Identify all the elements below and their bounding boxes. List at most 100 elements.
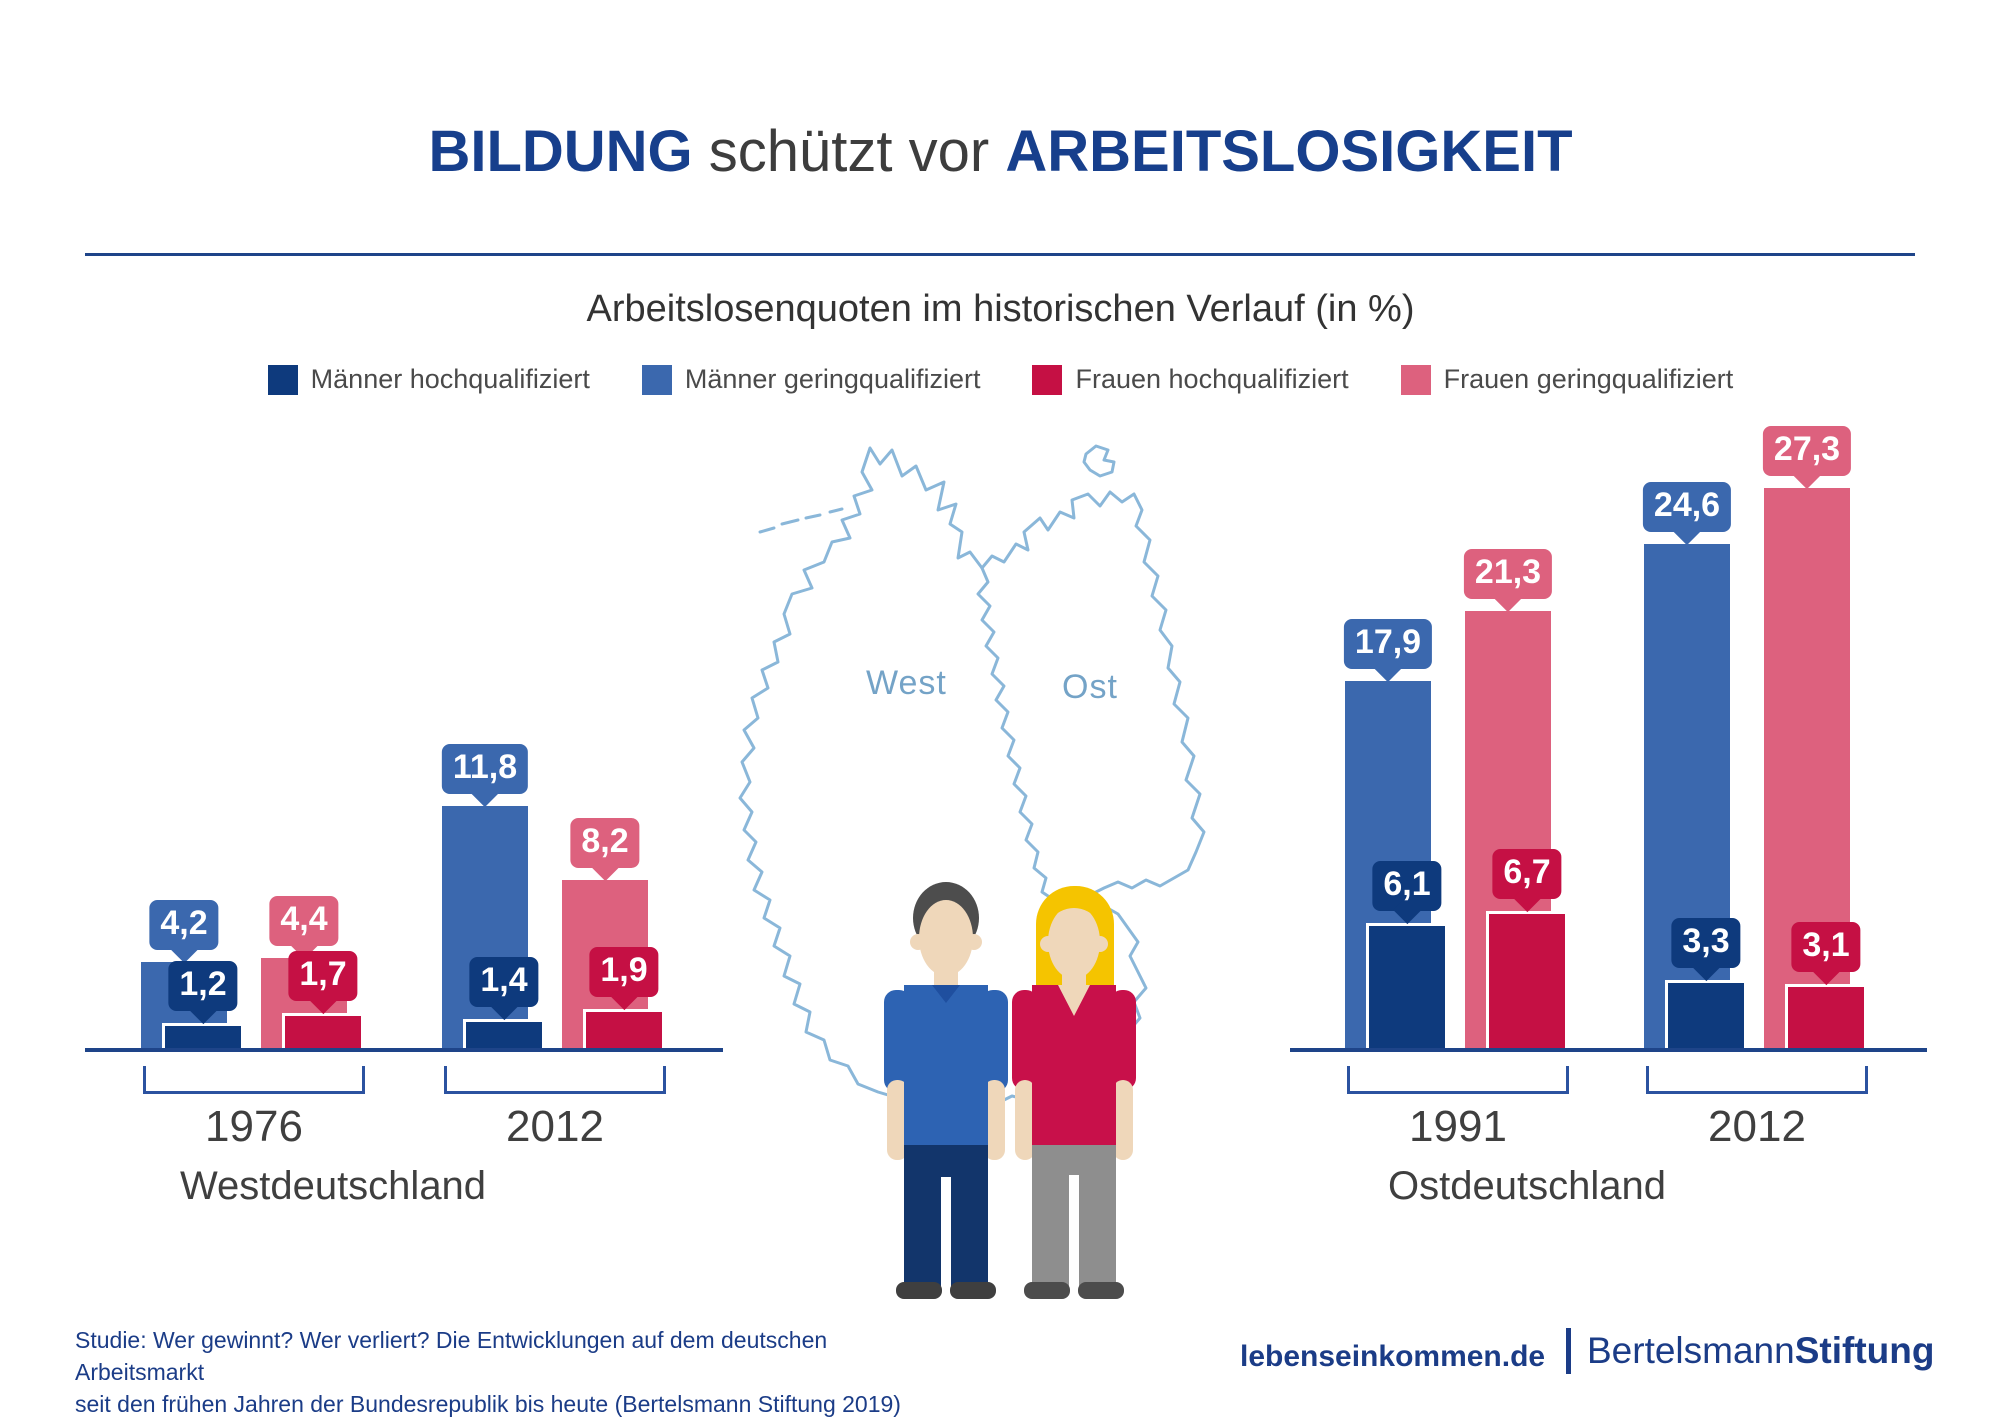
bubble-tail-icon (1792, 460, 1822, 490)
region-label: Westdeutschland (179, 1164, 487, 1208)
title-word-arbeitslosigkeit: ARBEITSLOSIGKEIT (1005, 119, 1573, 184)
value-bubble: 3,3 (1671, 918, 1741, 982)
man-figure (884, 882, 1008, 1299)
value-bubble: 6,1 (1372, 861, 1442, 925)
website-link: lebenseinkommen.de (1240, 1340, 1546, 1373)
man-left-shoe (896, 1282, 942, 1299)
map-ruegen-island (1082, 444, 1116, 478)
bubble-tail-icon (169, 934, 199, 964)
bar-segment (1785, 984, 1867, 1048)
bubble-tail-icon (1672, 516, 1702, 546)
year-label: 2012 (506, 1102, 604, 1151)
bar-group-2012: 11,8 1,4 8,2 1,9 (441, 398, 668, 1048)
year-bracket (1646, 1066, 1868, 1094)
bar-group-1991: 17,9 6,1 21,3 6,7 (1343, 398, 1571, 1048)
value-bubble: 4,2 (149, 900, 219, 964)
chart-subtitle: Arbeitslosenquoten im historischen Verla… (586, 288, 1415, 330)
map-islands (758, 507, 844, 534)
legend-swatch-icon (1032, 364, 1063, 395)
value-bubble: 1,7 (288, 951, 358, 1015)
value-bubble: 8,2 (570, 818, 640, 882)
title-word-schuetzt-vor: schützt vor (708, 119, 990, 184)
woman-fringe (1047, 894, 1101, 922)
bubble-tail-icon (1373, 653, 1403, 683)
legend-swatch-icon (267, 364, 298, 395)
source-note: Studie: Wer gewinnt? Wer verliert? Die E… (75, 1324, 935, 1420)
people-figures (884, 882, 1136, 1299)
value-bubble: 17,9 (1343, 619, 1433, 683)
woman-vneck (1058, 985, 1090, 1016)
bar-segment (1486, 911, 1568, 1048)
bubble-tail-icon (590, 852, 620, 882)
value-bubble: 1,2 (168, 961, 238, 1025)
bar-segment (442, 806, 528, 1048)
bar-segment (282, 1013, 364, 1048)
value-bubble: 24,6 (1642, 482, 1732, 546)
brand-bold: Stiftung (1794, 1330, 1935, 1371)
year-label: 2012 (1708, 1102, 1806, 1151)
legend-label: Männer hochqualifiziert (310, 364, 590, 394)
legend-swatch-icon (641, 364, 672, 395)
chart-baseline (85, 1048, 723, 1052)
bar-segment (463, 1019, 545, 1048)
legend-item: Frauen hochqualifiziert (1032, 364, 1349, 395)
year-label: 1991 (1409, 1102, 1507, 1151)
man-collar (932, 985, 960, 1003)
bar-segment (162, 1023, 244, 1048)
woman-left-arm (1015, 1080, 1035, 1160)
legend-item: Männer geringqualifiziert (641, 364, 981, 395)
value-bubble: 6,7 (1492, 849, 1562, 913)
value-bubble: 21,3 (1463, 549, 1553, 613)
value-bubble: 1,4 (469, 957, 539, 1021)
year-bracket (444, 1066, 666, 1094)
man-face (919, 900, 973, 976)
bubble-tail-icon (470, 778, 500, 808)
woman-figure (1012, 886, 1136, 1299)
map-east-outline (980, 490, 1206, 900)
value-bubble: 11,8 (441, 744, 529, 808)
man-left-arm (887, 1080, 908, 1160)
legend-item: Männer hochqualifiziert (267, 364, 590, 395)
woman-right-shoe (1078, 1282, 1124, 1299)
year-bracket (143, 1066, 365, 1094)
map-inner-border (976, 566, 1084, 902)
source-line-2: seit den frühen Jahren der Bundesrepubli… (75, 1391, 901, 1417)
bar-segment (583, 1009, 665, 1048)
year-label: 1976 (205, 1102, 303, 1151)
source-line-1: Studie: Wer gewinnt? Wer verliert? Die E… (75, 1327, 828, 1385)
legend-label: Frauen geringqualifiziert (1443, 364, 1734, 394)
brand-regular: Bertelsmann (1587, 1330, 1795, 1371)
value-bubble: 3,1 (1791, 922, 1861, 986)
bar-segment (1366, 923, 1448, 1048)
legend-label: Frauen hochqualifiziert (1075, 364, 1349, 394)
bar-group-2012: 24,6 3,3 27,3 3,1 (1642, 398, 1870, 1048)
man-right-arm (984, 1080, 1005, 1160)
value-bubble: 4,4 (269, 896, 339, 960)
bubble-tail-icon (1493, 583, 1523, 613)
legend-swatch-icon (1400, 364, 1431, 395)
legend: Männer hochqualifiziert Männer geringqual… (0, 364, 2001, 395)
woman-left-sleeve (1012, 990, 1038, 1090)
region-label: Ostdeutschland (1388, 1164, 1666, 1208)
map-label-west: West (866, 664, 947, 702)
chart-baseline (1290, 1048, 1927, 1052)
woman-left-shoe (1024, 1282, 1070, 1299)
bertelsmann-logo: BertelsmannStiftung (1566, 1328, 1934, 1374)
woman-right-sleeve (1110, 990, 1136, 1090)
legend-item: Frauen geringqualifiziert (1400, 364, 1734, 395)
map-label-ost: Ost (1062, 668, 1118, 706)
page-title: BILDUNG schützt vor ARBEITSLOSIGKEIT (0, 118, 2001, 185)
title-divider (85, 253, 1915, 256)
year-bracket (1347, 1066, 1569, 1094)
man-shirt (904, 985, 988, 1151)
legend-label: Männer geringqualifiziert (684, 364, 981, 394)
value-bubble: 27,3 (1762, 426, 1852, 490)
bar-segment (1665, 980, 1747, 1048)
woman-right-arm (1113, 1080, 1133, 1160)
value-bubble: 1,9 (589, 947, 659, 1011)
bar-segment (1644, 544, 1730, 1048)
logo-bar-icon (1566, 1328, 1571, 1374)
title-word-bildung: BILDUNG (428, 119, 693, 184)
bar-group-1976: 4,2 1,2 4,4 1,7 (141, 398, 367, 1048)
